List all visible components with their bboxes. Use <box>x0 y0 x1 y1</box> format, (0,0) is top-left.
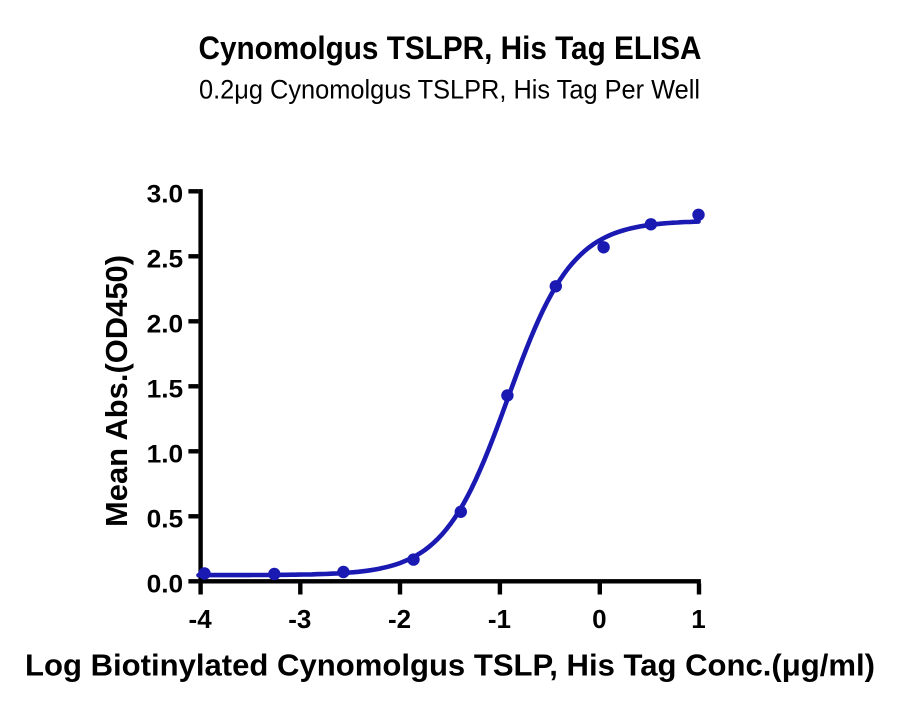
svg-text:0.2μg Cynomolgus TSLPR, His Ta: 0.2μg Cynomolgus TSLPR, His Tag Per Well <box>199 75 700 105</box>
svg-text:Log Biotinylated Cynomolgus TS: Log Biotinylated Cynomolgus TSLP, His Ta… <box>25 647 875 682</box>
svg-text:0: 0 <box>592 604 606 634</box>
svg-text:0.5: 0.5 <box>147 505 184 533</box>
svg-text:0.0: 0.0 <box>147 570 184 598</box>
svg-text:Mean Abs.(OD450): Mean Abs.(OD450) <box>99 255 134 527</box>
svg-text:-4: -4 <box>189 604 213 634</box>
svg-text:-2: -2 <box>388 604 411 634</box>
svg-text:3.0: 3.0 <box>147 180 184 208</box>
svg-text:1: 1 <box>691 604 705 634</box>
svg-text:Cynomolgus TSLPR, His Tag ELIS: Cynomolgus TSLPR, His Tag ELISA <box>199 30 702 66</box>
svg-text:2.0: 2.0 <box>147 310 184 338</box>
svg-text:-3: -3 <box>288 604 311 634</box>
svg-text:1.0: 1.0 <box>147 440 184 468</box>
svg-text:-1: -1 <box>488 604 511 634</box>
svg-text:1.5: 1.5 <box>147 375 184 403</box>
svg-text:2.5: 2.5 <box>147 245 184 273</box>
